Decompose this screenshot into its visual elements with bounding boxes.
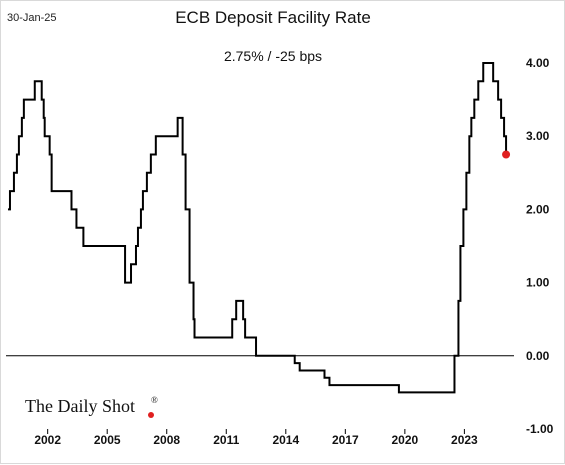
y-tick-label: 4.00 — [526, 56, 550, 70]
x-tick-label: 2008 — [153, 433, 180, 447]
y-tick-label: 0.00 — [526, 349, 550, 363]
brand-logo: The Daily Shot ® — [25, 395, 158, 418]
x-tick-label: 2014 — [272, 433, 299, 447]
chart-subtitle: 2.75% / -25 bps — [224, 48, 322, 64]
axes: 2002 2005 2008 2011 2014 2017 2020 2023 -1.00 0.0… — [6, 56, 554, 447]
x-tick-label: 2020 — [392, 433, 419, 447]
y-tick-label: 1.00 — [526, 276, 550, 290]
x-tick-label: 2023 — [451, 433, 478, 447]
x-tick-label: 2011 — [213, 433, 239, 447]
y-tick-label: 3.00 — [526, 129, 550, 143]
brand-logo-mark: ® — [151, 395, 158, 405]
series-endpoint-marker — [502, 150, 511, 159]
y-tick-label: -1.00 — [526, 422, 554, 436]
brand-logo-text: The Daily Shot — [25, 396, 135, 416]
series-line — [7, 62, 508, 394]
series-layer — [7, 62, 511, 394]
date-label: 30-Jan-25 — [7, 12, 57, 24]
x-tick-label: 2002 — [34, 433, 61, 447]
brand-logo-dot — [148, 412, 154, 418]
x-tick-label: 2017 — [332, 433, 359, 447]
chart-title: ECB Deposit Facility Rate — [175, 8, 371, 27]
x-tick-label: 2005 — [94, 433, 121, 447]
y-tick-label: 2.00 — [526, 202, 550, 216]
